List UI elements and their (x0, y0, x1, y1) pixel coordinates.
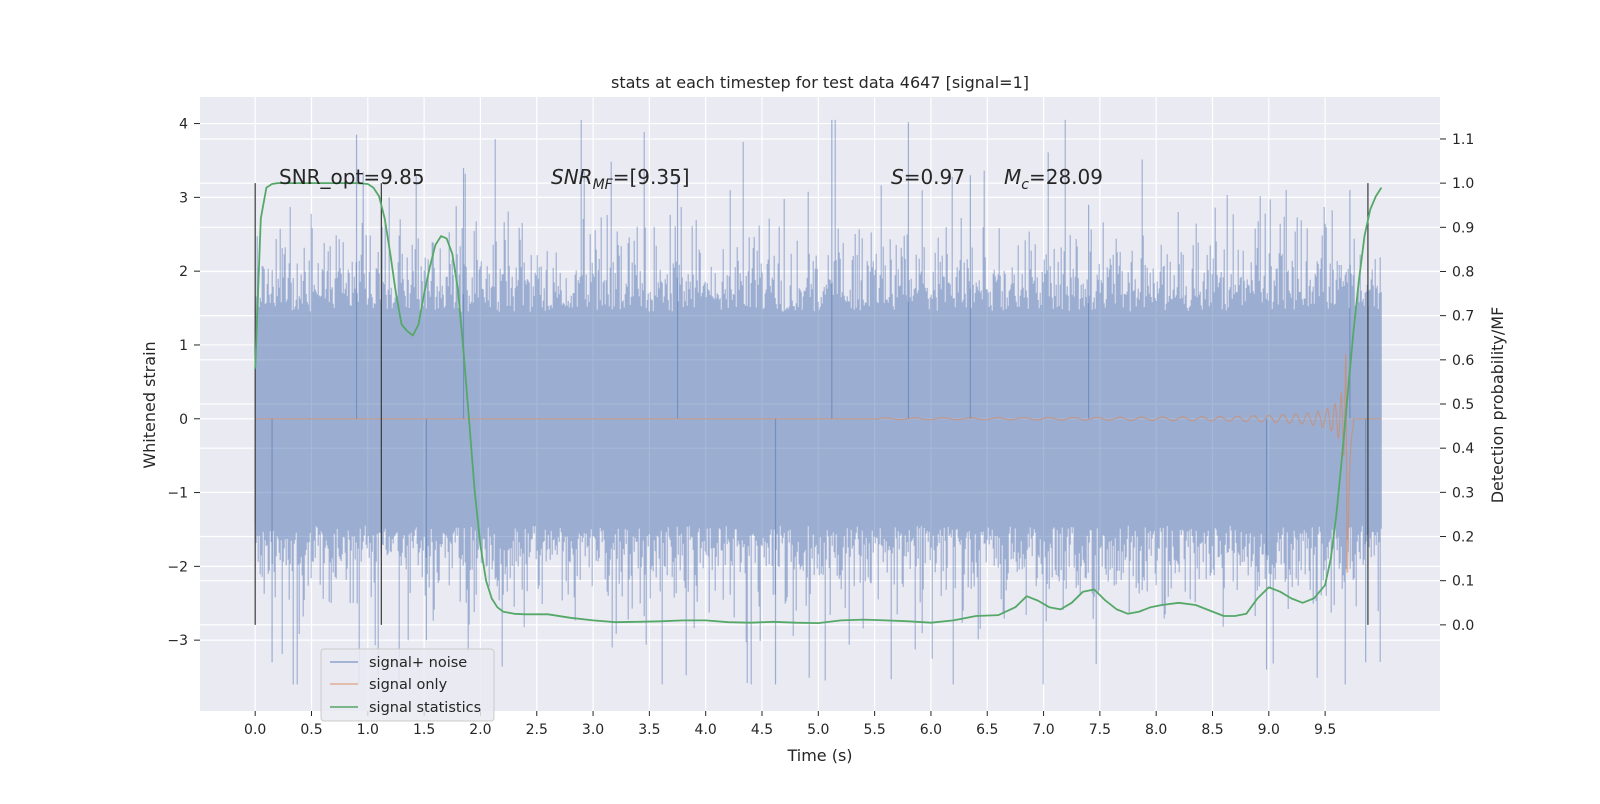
y-tick-label: 2 (179, 264, 188, 280)
x-tick-label: 7.5 (1089, 722, 1111, 738)
x-tick-label: 1.0 (357, 722, 379, 738)
signal-statistics-line (254, 182, 1383, 624)
y2-tick-label: 0.8 (1452, 264, 1474, 280)
y2-tick-label: 1.1 (1452, 132, 1474, 148)
y2-tick-label: 0.3 (1452, 485, 1474, 501)
y2-tick-label: 0.2 (1452, 530, 1474, 546)
chart-title: stats at each timestep for test data 464… (611, 73, 1029, 92)
y-tick-label: −1 (167, 486, 188, 502)
x-tick-label: 7.0 (1032, 722, 1054, 738)
annotation-s-sym: S (891, 165, 904, 189)
x-tick-label: 0.5 (300, 722, 322, 738)
annotation-mc-sub: c (1021, 177, 1029, 193)
x-tick-label: 8.5 (1201, 722, 1223, 738)
signal-statistics-series (254, 182, 1383, 624)
x-tick-label: 2.0 (469, 722, 491, 738)
y2-tick-label: 0.5 (1452, 397, 1474, 413)
signal-noise-series (254, 119, 1382, 685)
x-axis-label: Time (s) (786, 746, 852, 765)
y-axis-label: Whitened strain (140, 341, 159, 468)
y2-axis-label: Detection probability/MF (1488, 307, 1507, 504)
y2-tick-label: 0.4 (1452, 441, 1474, 457)
x-tick-label: 9.0 (1258, 722, 1280, 738)
legend-label-signal-noise: signal+ noise (369, 655, 467, 671)
x-tick-label: 8.0 (1145, 722, 1167, 738)
y-tick-label: −2 (167, 559, 188, 575)
y-tick-label: 3 (179, 190, 188, 206)
y-tick-label: 1 (179, 338, 188, 354)
y-tick-label: 4 (179, 117, 188, 133)
annotation-snr-mf-main: SNR (551, 165, 593, 189)
annotation-snr-mf: SNRMF=[9.35] (551, 165, 690, 193)
signal-only-trace (255, 353, 1382, 573)
legend-box (320, 648, 495, 722)
y2-tick-label: 0.0 (1452, 618, 1474, 634)
y2-tick-labels: 1.1 1.0 0.9 0.8 0.7 0.6 0.5 0.4 0.3 0.2 0.1 0.0 (1440, 132, 1474, 634)
x-tick-label: 3.5 (638, 722, 660, 738)
annotation-mc: Mc=28.09 (1004, 165, 1103, 193)
annotation-snr-mf-sub: MF (593, 177, 614, 193)
y2-tick-label: 0.9 (1452, 220, 1474, 236)
y2-tick-label: 0.7 (1452, 309, 1474, 325)
x-tick-label: 4.0 (695, 722, 717, 738)
annotation-snr-opt: SNR_opt=9.85 (279, 165, 425, 189)
x-tick-label: 5.5 (863, 722, 885, 738)
annotation-s-rest: =0.97 (904, 165, 965, 189)
legend-label-signal-only: signal only (369, 677, 448, 693)
x-tick-labels: 0.0 0.5 1.0 1.5 2.0 2.5 3.0 3.5 4.0 4.5 5.0 5.5 6.0 6… (244, 711, 1336, 738)
y2-tick-label: 0.6 (1452, 353, 1474, 369)
legend: signal+ noise signal only signal statist… (320, 648, 495, 722)
x-tick-label: 6.0 (920, 722, 942, 738)
vertical-markers (254, 183, 1369, 625)
y2-tick-label: 1.0 (1452, 176, 1474, 192)
x-tick-label: 0.0 (244, 722, 266, 738)
signal-only-series (255, 353, 1382, 573)
legend-label-signal-statistics: signal statistics (369, 700, 481, 716)
annotation-mc-sym: M (1004, 165, 1021, 189)
x-tick-label: 2.5 (526, 722, 548, 738)
x-tick-label: 6.5 (976, 722, 998, 738)
x-tick-label: 3.0 (582, 722, 604, 738)
x-tick-label: 9.5 (1314, 722, 1336, 738)
annotation-snr-mf-rest: =[9.35] (613, 165, 690, 189)
annotation-mc-rest: =28.09 (1029, 165, 1103, 189)
y-tick-label: 0 (179, 412, 188, 428)
y2-tick-label: 0.1 (1452, 574, 1474, 590)
x-tick-label: 1.5 (413, 722, 435, 738)
y-tick-label: −3 (167, 633, 188, 649)
x-tick-label: 4.5 (751, 722, 773, 738)
y-tick-labels: 4 3 2 1 0 −1 −2 −3 (167, 117, 200, 649)
annotation-s: S=0.97 (891, 165, 965, 189)
x-tick-label: 5.0 (807, 722, 829, 738)
